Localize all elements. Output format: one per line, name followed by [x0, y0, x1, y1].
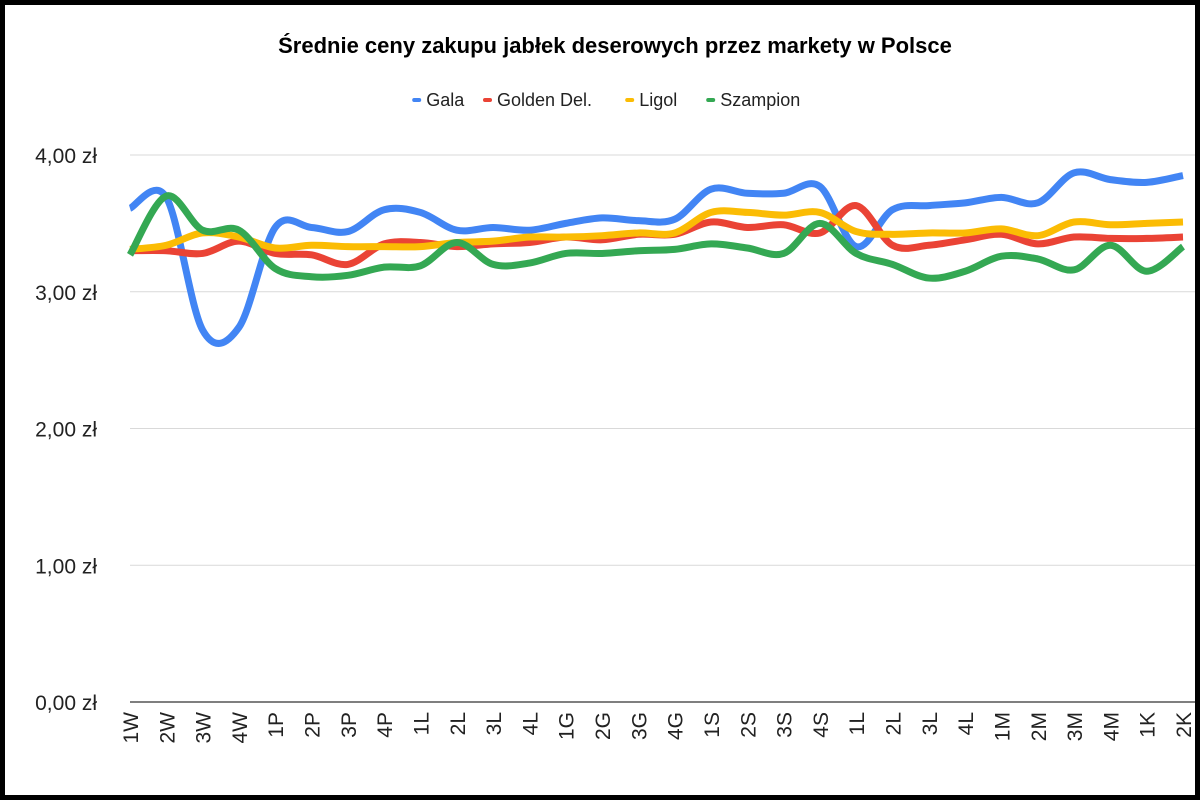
x-axis: 1W 2W 3W 4W 1P 2P 3P 4P 1L 2L 3L 4L 1G 2G 3G 4G 1S 2S 3S 4S… [120, 712, 1195, 744]
legend-label: Ligol [639, 90, 677, 110]
x-tick-label: 1K [1137, 712, 1160, 738]
line-chart: Średnie ceny zakupu jabłek deserowych pr… [35, 33, 1195, 744]
x-tick-label: 4L [955, 712, 978, 735]
x-tick-label: 2P [302, 712, 325, 738]
y-tick-label: 1,00 zł [35, 555, 97, 578]
series-lines [126, 168, 1186, 347]
x-tick-label: 4S [810, 712, 833, 738]
legend-label: Gala [426, 90, 465, 110]
legend-swatch-szampion [706, 98, 716, 102]
x-tick-label: 2G [592, 712, 615, 740]
x-tick-label: 3P [338, 712, 361, 738]
x-tick-label: 2S [737, 712, 760, 738]
x-tick-label: 4G [665, 712, 688, 740]
x-tick-label: 3M [1064, 712, 1087, 741]
chart-frame: Średnie ceny zakupu jabłek deserowych pr… [5, 5, 1195, 795]
x-tick-label: 4P [374, 712, 397, 738]
x-tick-label: 3G [628, 712, 651, 740]
legend-label: Golden Del. [497, 90, 592, 110]
legend-swatch-golden-del- [483, 98, 492, 102]
y-tick-label: 4,00 zł [35, 145, 97, 168]
x-tick-label: 1M [991, 712, 1014, 741]
x-tick-label: 1L [846, 712, 869, 735]
x-tick-label: 3S [774, 712, 797, 738]
x-tick-label: 1P [265, 712, 288, 738]
y-tick-label: 0,00 zł [35, 692, 97, 715]
legend-label: Szampion [720, 90, 800, 110]
x-tick-label: 4M [1100, 712, 1123, 741]
x-tick-label: 1G [556, 712, 579, 740]
y-tick-label: 3,00 zł [35, 282, 97, 305]
x-tick-label: 4W [229, 712, 252, 744]
x-tick-label: 2K [1173, 712, 1195, 738]
legend-swatch-ligol [625, 98, 635, 102]
series-line-szampion [126, 192, 1186, 282]
x-tick-label: 1L [410, 712, 433, 735]
chart-title: Średnie ceny zakupu jabłek deserowych pr… [278, 33, 952, 58]
x-tick-label: 2L [447, 712, 470, 735]
y-axis: 0,00 zł 1,00 zł 2,00 zł 3,00 zł 4,00 zł [35, 145, 97, 715]
gridlines [130, 154, 1195, 703]
legend-swatch-gala [412, 98, 422, 102]
x-tick-label: 3L [919, 712, 942, 735]
x-tick-label: 4L [519, 712, 542, 735]
series-line-gala [128, 168, 1184, 347]
x-tick-label: 3W [193, 712, 216, 744]
x-tick-label: 2W [156, 712, 179, 744]
x-tick-label: 2M [1028, 712, 1051, 741]
x-tick-label: 1W [120, 712, 143, 744]
x-tick-label: 3L [483, 712, 506, 735]
y-tick-label: 2,00 zł [35, 419, 97, 442]
x-tick-label: 1S [701, 712, 724, 738]
legend: Gala Golden Del. Ligol Szampion [412, 90, 800, 110]
x-tick-label: 2L [883, 712, 906, 735]
series-line-ligol [129, 207, 1184, 253]
